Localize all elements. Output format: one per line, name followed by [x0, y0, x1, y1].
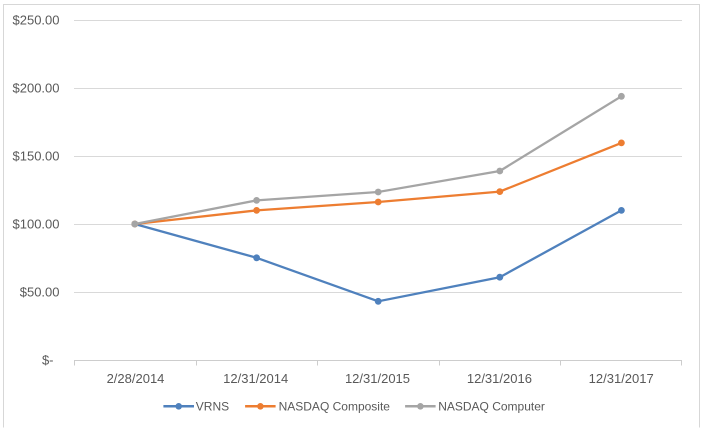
svg-text:VRNS: VRNS [196, 400, 229, 414]
svg-text:NASDAQ Computer: NASDAQ Computer [438, 400, 545, 414]
svg-text:$-: $- [42, 353, 54, 368]
svg-text:$100.00: $100.00 [13, 217, 60, 232]
svg-text:$50.00: $50.00 [20, 285, 60, 300]
svg-text:$200.00: $200.00 [13, 81, 60, 96]
svg-text:12/31/2015: 12/31/2015 [345, 371, 410, 386]
svg-text:$250.00: $250.00 [13, 13, 60, 28]
svg-text:12/31/2016: 12/31/2016 [467, 371, 532, 386]
svg-text:$150.00: $150.00 [13, 149, 60, 164]
svg-text:NASDAQ Composite: NASDAQ Composite [279, 400, 391, 414]
svg-text:12/31/2014: 12/31/2014 [223, 371, 288, 386]
svg-text:12/31/2017: 12/31/2017 [589, 371, 654, 386]
svg-text:2/28/2014: 2/28/2014 [107, 371, 165, 386]
